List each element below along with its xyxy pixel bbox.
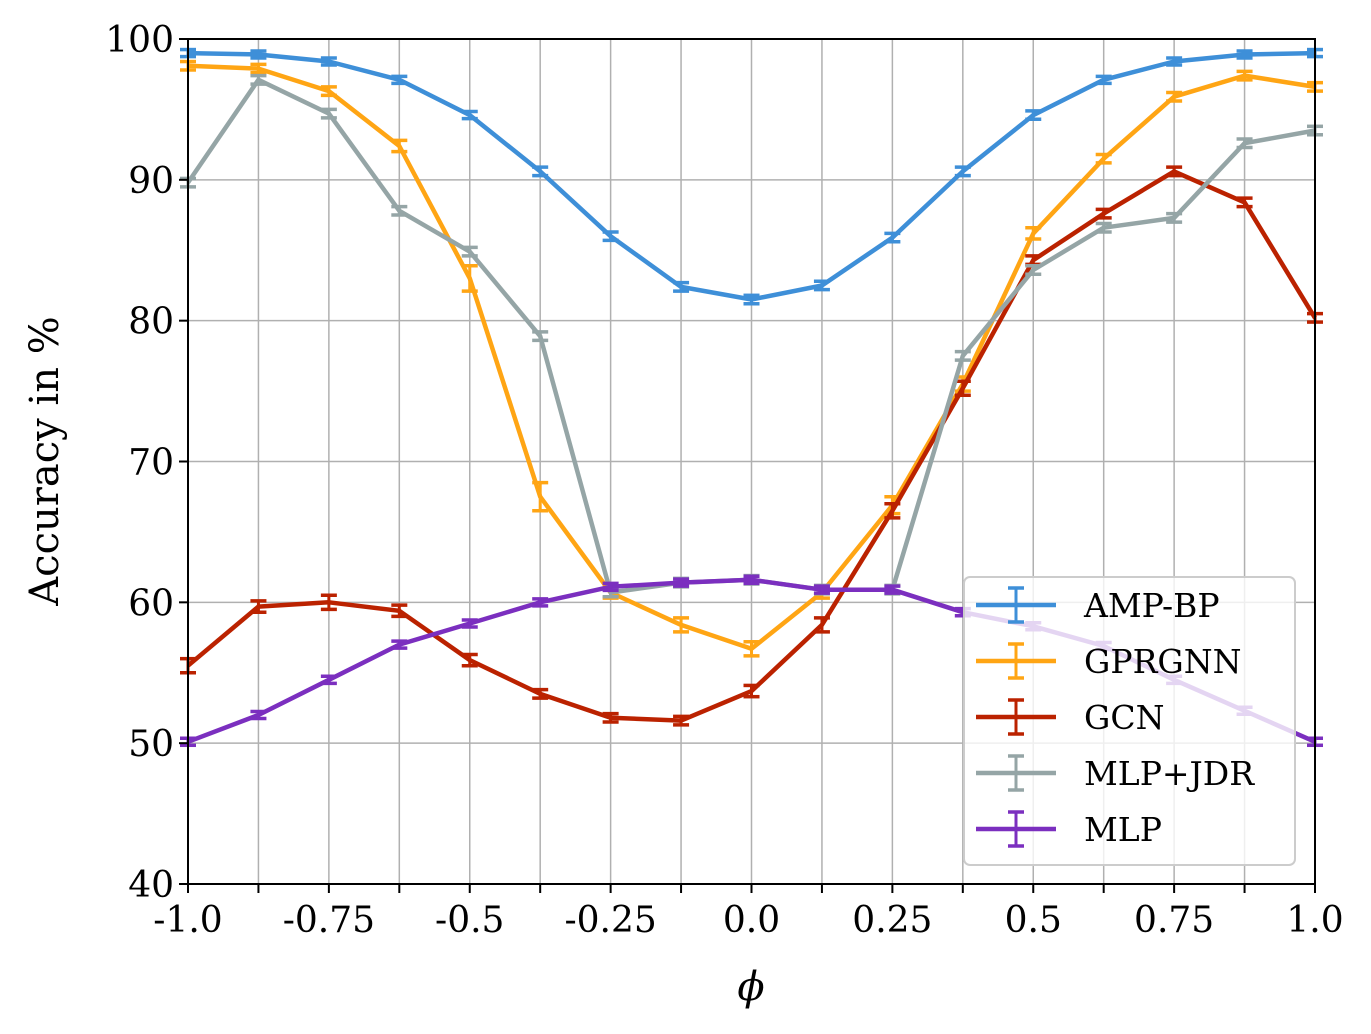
data-point-amp-bp (1166, 56, 1183, 67)
data-point-mlp (884, 584, 901, 595)
data-point-amp-bp (813, 279, 830, 292)
x-tick-label: -0.25 (564, 900, 656, 941)
data-point-amp-bp (320, 56, 337, 67)
data-point-gcn (1166, 165, 1183, 178)
data-point-amp-bp (1236, 49, 1253, 60)
data-point-mlp (250, 709, 267, 721)
x-tick-label: -0.75 (283, 900, 375, 941)
x-tick-label: 0.75 (1134, 900, 1214, 941)
y-tick-label: 80 (128, 302, 174, 343)
data-point-gcn (250, 599, 267, 614)
legend-label: GPRGNN (1084, 642, 1242, 681)
data-point-mlp (391, 639, 408, 650)
y-tick-label: 60 (128, 583, 174, 624)
data-point-amp-bp (461, 109, 478, 121)
legend-label: GCN (1084, 698, 1165, 737)
data-point-mlp (813, 584, 830, 595)
data-point-gcn (1095, 207, 1112, 220)
data-point-gcn (461, 652, 478, 668)
data-point-mlp-jdr (532, 330, 549, 343)
data-point-gprgnn (461, 263, 478, 293)
data-point-amp-bp (391, 74, 408, 86)
data-point-gcn (673, 714, 690, 727)
data-point-mlp-jdr (1025, 263, 1042, 276)
data-point-amp-bp (954, 165, 971, 178)
data-point-gcn (1236, 196, 1253, 209)
data-point-gcn (1025, 254, 1042, 267)
data-point-mlp (743, 574, 760, 586)
data-point-mlp-jdr (954, 349, 971, 362)
data-point-amp-bp (602, 230, 619, 243)
data-point-gcn (743, 683, 760, 699)
y-axis-label: Accuracy in % (22, 316, 68, 606)
data-point-gprgnn (673, 616, 690, 634)
data-point-gprgnn (1236, 69, 1253, 82)
data-point-gcn (602, 711, 619, 724)
x-tick-label: -1.0 (153, 900, 222, 941)
data-point-mlp-jdr (461, 245, 478, 258)
data-point-mlp (320, 674, 337, 686)
legend-label: MLP (1084, 810, 1162, 849)
data-point-gcn (884, 502, 901, 520)
legend-entry-mlp: MLP (976, 810, 1162, 849)
legend-entry-amp-bp: AMP-BP (976, 586, 1220, 625)
series-gprgnn (180, 59, 1323, 658)
data-point-gprgnn (250, 62, 267, 75)
data-point-amp-bp (1095, 74, 1112, 86)
data-point-mlp (461, 618, 478, 629)
data-point-mlp-jdr (250, 73, 267, 86)
data-point-mlp-jdr (1236, 137, 1253, 150)
x-tick-label: 0.5 (1005, 900, 1062, 941)
data-point-gprgnn (1095, 152, 1112, 165)
axis-ticks: -1.0 -0.75 -0.5 -0.25 0.0 0.25 0.5 0.75 1.0 40 50 6… (105, 20, 1343, 941)
y-tick-label: 40 (128, 865, 174, 906)
data-point-gprgnn (391, 138, 408, 154)
data-point-amp-bp (673, 280, 690, 293)
data-point-gprgnn (532, 480, 549, 513)
y-tick-label: 50 (128, 724, 174, 765)
data-point-gprgnn (1166, 90, 1183, 103)
data-point-amp-bp (1025, 109, 1042, 122)
legend-entry-gprgnn: GPRGNN (976, 642, 1242, 681)
data-point-mlp (532, 597, 549, 608)
y-tick-label: 90 (128, 161, 174, 202)
data-point-gprgnn (1025, 225, 1042, 241)
data-point-gcn (813, 616, 830, 634)
legend-label: MLP+JDR (1084, 754, 1255, 793)
data-point-amp-bp (884, 231, 901, 244)
legend-label: AMP-BP (1083, 586, 1220, 625)
y-tick-label: 100 (105, 20, 174, 61)
x-tick-label: 1.0 (1286, 900, 1343, 941)
data-point-amp-bp (250, 49, 267, 60)
data-point-mlp-jdr (391, 204, 408, 217)
data-point-gcn (391, 603, 408, 619)
data-point-mlp-jdr (1166, 211, 1183, 224)
x-tick-label: 0.0 (723, 900, 780, 941)
x-axis-label: ϕ (737, 964, 764, 1010)
data-point-mlp (602, 581, 619, 593)
legend: AMP-BP GPRGNN GCN MLP+JDR MLP (963, 576, 1296, 866)
x-tick-label: 0.25 (852, 900, 932, 941)
legend-box (963, 576, 1296, 866)
data-point-amp-bp (532, 165, 549, 178)
legend-entry-mlp-jdr: MLP+JDR (976, 754, 1255, 793)
data-point-gprgnn (320, 85, 337, 98)
data-point-mlp-jdr (320, 107, 337, 120)
data-point-mlp-jdr (1095, 221, 1112, 234)
x-tick-label: -0.5 (435, 900, 504, 941)
y-tick-label: 70 (128, 443, 174, 484)
data-point-gprgnn (743, 640, 760, 658)
data-point-mlp (673, 577, 690, 588)
data-point-gcn (320, 593, 337, 612)
data-point-amp-bp (743, 293, 760, 306)
legend-entry-gcn: GCN (976, 698, 1165, 737)
data-point-gcn (532, 687, 549, 700)
